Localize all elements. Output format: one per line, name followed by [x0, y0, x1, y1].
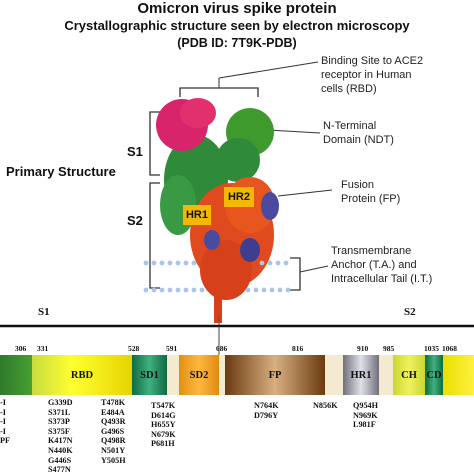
- mutation-item: E484A: [101, 407, 125, 417]
- pdb-id: (PDB ID: 7T9K-PDB): [177, 36, 297, 50]
- segment-gap: [167, 355, 179, 395]
- mutation-item: K417N: [48, 436, 73, 446]
- domain-sd2-label: SD2: [189, 369, 209, 381]
- mutations-sd1: T547K D614G H655Y N679K P681H: [151, 401, 176, 449]
- tick-985: 985: [383, 344, 395, 353]
- hr1-box: HR1: [183, 205, 211, 225]
- mutation-item: N856K: [313, 401, 338, 410]
- segment-cd: CD: [425, 355, 443, 395]
- tick-1035: 1035: [424, 344, 439, 353]
- mutation-item: PF: [0, 436, 11, 446]
- domain-hr1-label: HR1: [350, 369, 372, 381]
- mutation-item: S371L: [48, 407, 71, 417]
- primary-structure-label: Primary Structure: [6, 164, 116, 179]
- mutation-item: Q954H: [353, 401, 379, 410]
- tick-910: 910: [357, 344, 369, 353]
- tick-591: 591: [166, 344, 178, 353]
- segment-gap-2: [219, 355, 225, 395]
- mutation-item: Y505H: [101, 455, 126, 465]
- tick-306: 306: [15, 344, 27, 353]
- mutation-item: S375F: [48, 426, 70, 436]
- hr2-box: HR2: [224, 187, 254, 207]
- mutation-item: -I: [0, 426, 6, 436]
- mutation-item: N501Y: [101, 445, 126, 455]
- segment-gap-3: [325, 355, 343, 395]
- mutation-item: H655Y: [151, 420, 176, 430]
- figure-title: Omicron virus spike protein: [137, 0, 337, 17]
- domain-ch-label: CH: [401, 369, 417, 381]
- s1-label: S1: [127, 144, 143, 159]
- mutation-item: D614G: [151, 410, 176, 420]
- segment-sd1: SD1: [132, 355, 167, 395]
- rbd-callout-line2: receptor in Human: [321, 69, 412, 81]
- rbd-callout: Binding Site to ACE2 receptor in Human c…: [321, 54, 423, 96]
- tick-686: 686: [216, 344, 228, 353]
- tick-816: 816: [292, 344, 304, 353]
- domain-cd-label: CD: [426, 369, 442, 381]
- segment-ntd: [0, 355, 32, 395]
- rbd-callout-line3: cells (RBD): [321, 83, 377, 95]
- figure-subtitle: Crystallographic structure seen by elect…: [64, 18, 410, 33]
- fp-callout-line1: Fusion: [341, 179, 375, 191]
- segment-gap-4: [379, 355, 393, 395]
- segment-hr1: HR1: [343, 355, 379, 395]
- mutation-item: -I: [0, 417, 6, 427]
- domain-rbd-label: RBD: [70, 369, 94, 381]
- tick-528: 528: [128, 344, 140, 353]
- mutation-item: D796Y: [254, 410, 279, 420]
- mutation-item: G339D: [48, 398, 73, 407]
- bar-s1-label: S1: [38, 306, 50, 318]
- mutation-item: N440K: [48, 445, 73, 455]
- domain-fp-label: FP: [268, 369, 282, 381]
- mutation-item: G496S: [101, 426, 125, 436]
- mutation-item: L981F: [353, 420, 376, 430]
- ntd-callout: N-Terminal Domain (NDT): [323, 119, 394, 147]
- ntd-callout-line2: Domain (NDT): [323, 134, 394, 146]
- mutation-item: N764K: [254, 401, 279, 410]
- mutation-item: T547K: [151, 401, 176, 410]
- segment-sd2: SD2: [179, 355, 219, 395]
- ta-callout-line3: Intracellular Tail (I.T.): [331, 273, 433, 285]
- hr2-label: HR2: [227, 191, 250, 203]
- ntd-callout-line1: N-Terminal: [323, 120, 377, 132]
- tick-331: 331: [37, 344, 49, 353]
- mutation-item: -I: [0, 407, 6, 417]
- mutation-item: P681H: [151, 439, 175, 449]
- domain-sd1-label: SD1: [140, 369, 159, 381]
- bar-s2-label: S2: [404, 306, 416, 318]
- s2-label: S2: [127, 213, 143, 228]
- segment-rbd: RBD: [32, 355, 132, 395]
- hr1-label: HR1: [185, 209, 208, 221]
- mutation-item: N679K: [151, 429, 176, 439]
- mutation-item: Q493R: [101, 417, 126, 427]
- fp-callout: Fusion Protein (FP): [341, 178, 400, 206]
- mutation-item: S477N: [48, 465, 71, 475]
- mutation-item: T478K: [101, 398, 126, 407]
- mutations-left-partial: -I -I -I -I PF: [0, 398, 10, 446]
- fp-callout-line2: Protein (FP): [341, 193, 401, 205]
- mutation-item: G446S: [48, 455, 72, 465]
- segment-fp: FP: [225, 355, 325, 395]
- mutations-fp-a: N764K D796Y: [254, 401, 279, 420]
- mutation-item: Q498R: [101, 436, 126, 446]
- tick-1068: 1068: [442, 344, 457, 353]
- ta-callout: Transmembrane Anchor (T.A.) and Intracel…: [331, 244, 432, 286]
- mutations-fp-b: N856K: [313, 401, 338, 411]
- mutation-item: -I: [0, 398, 6, 407]
- rbd-callout-line1: Binding Site to ACE2: [321, 55, 424, 67]
- segment-tail: [443, 355, 474, 395]
- ta-callout-line1: Transmembrane: [331, 245, 412, 257]
- mutation-item: N969K: [353, 410, 378, 420]
- mutations-hr1: Q954H N969K L981F: [353, 401, 378, 430]
- mutation-item: S373P: [48, 417, 70, 427]
- mutations-rbd-b: T478K E484A Q493R G496S Q498R N501Y Y505…: [101, 398, 126, 465]
- mutations-rbd-a: G339D S371L S373P S375F K417N N440K G446…: [48, 398, 73, 475]
- ta-callout-line2: Anchor (T.A.) and: [331, 259, 417, 271]
- segment-ch: CH: [393, 355, 425, 395]
